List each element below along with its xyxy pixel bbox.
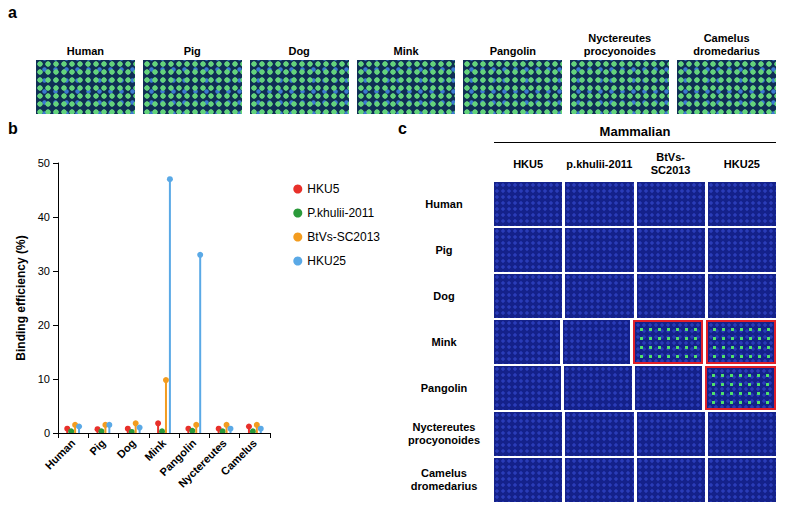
html-text:HKU5: HKU5 bbox=[513, 157, 544, 170]
html-text:Nyctereutes procyonoides: Nyctereutes procyonoides bbox=[583, 32, 656, 57]
html-text:Mink: Mink bbox=[393, 45, 419, 57]
svg-text:0: 0 bbox=[44, 427, 50, 439]
html-text:Nyctereutes procyonoides: Nyctereutes procyonoides bbox=[407, 421, 481, 446]
html-text:p.khulii-2011: p.khulii-2011 bbox=[566, 157, 633, 170]
html-text:c: c bbox=[398, 120, 407, 137]
svg-text:Pangolin: Pangolin bbox=[157, 436, 199, 478]
svg-text:40: 40 bbox=[38, 211, 50, 223]
svg-text:Mink: Mink bbox=[142, 436, 169, 463]
html-text:HKU25: HKU25 bbox=[723, 157, 760, 170]
svg-text:20: 20 bbox=[38, 319, 50, 331]
svg-text:HKU25: HKU25 bbox=[307, 254, 346, 268]
html-text:Pangolin: Pangolin bbox=[420, 381, 468, 394]
html-text:Camelus dromedarius: Camelus dromedarius bbox=[693, 32, 760, 57]
svg-text:P.khulii-2011: P.khulii-2011 bbox=[307, 206, 374, 220]
svg-text:Binding efficiency (%): Binding efficiency (%) bbox=[14, 235, 28, 360]
html-text:Human: Human bbox=[425, 197, 463, 210]
html-text:a: a bbox=[8, 4, 17, 21]
html-text:Camelus dromedarius: Camelus dromedarius bbox=[410, 467, 478, 492]
html-text:Dog: Dog bbox=[433, 289, 455, 302]
svg-text:Human: Human bbox=[43, 437, 78, 472]
svg-text:BtVs-SC2013: BtVs-SC2013 bbox=[307, 230, 380, 244]
html-text:Pig: Pig bbox=[183, 45, 201, 57]
html-text:BtVs-SC2013: BtVs-SC2013 bbox=[650, 151, 691, 176]
svg-text:Pig: Pig bbox=[87, 437, 108, 458]
html-text:Mink: Mink bbox=[431, 335, 457, 348]
svg-text:Camelus: Camelus bbox=[218, 437, 259, 478]
html-text:Human: Human bbox=[66, 45, 105, 57]
html-text:Dog: Dog bbox=[288, 45, 310, 57]
html-text:Pangolin: Pangolin bbox=[489, 45, 537, 57]
html-text:Mammalian: Mammalian bbox=[599, 124, 671, 139]
html-text:Pig: Pig bbox=[435, 243, 453, 256]
html-text:b: b bbox=[8, 120, 18, 137]
svg-text:30: 30 bbox=[38, 265, 50, 277]
svg-text:50: 50 bbox=[38, 157, 50, 169]
svg-text:Nyctereutes: Nyctereutes bbox=[176, 437, 229, 490]
svg-text:HKU5: HKU5 bbox=[307, 182, 339, 196]
svg-text:10: 10 bbox=[38, 373, 50, 385]
svg-text:Dog: Dog bbox=[114, 437, 138, 461]
